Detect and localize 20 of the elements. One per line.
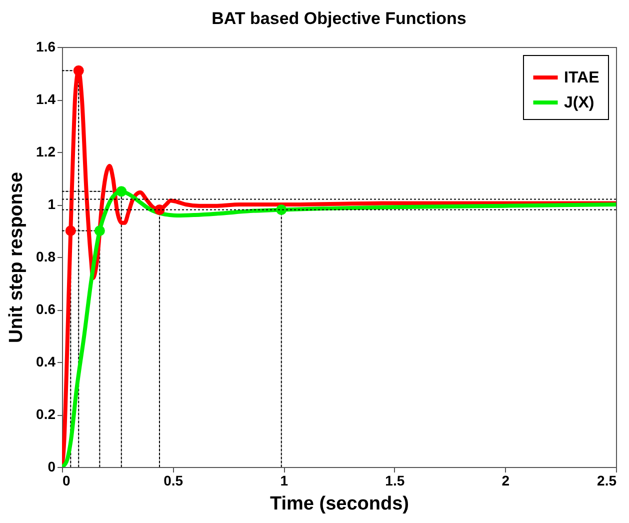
- y-tick-label: 0.2: [36, 406, 56, 422]
- x-tick-label: 1.5: [385, 472, 405, 488]
- x-tick-label: 1: [280, 472, 288, 488]
- y-tick-label: 0.8: [36, 248, 56, 264]
- x-tick-label: 0: [62, 472, 70, 488]
- y-tick-label: 1: [48, 196, 56, 212]
- y-axis-title: Unit step response: [6, 172, 28, 344]
- x-tick-label: 2.5: [597, 472, 617, 488]
- y-tick-label: 0.4: [36, 354, 56, 370]
- y-tick-label: 1.6: [36, 38, 56, 54]
- legend-label: J(X): [564, 94, 594, 112]
- y-tick-label: 1.4: [36, 91, 56, 107]
- chart-title: BAT based Objective Functions: [212, 9, 466, 28]
- y-tick-label: 0: [48, 458, 56, 474]
- x-axis-title: Time (seconds): [270, 494, 410, 514]
- x-tick-label: 0.5: [164, 472, 184, 488]
- legend-label: ITAE: [564, 70, 600, 86]
- y-tick-label: 1.2: [36, 144, 56, 160]
- x-tick-label: 2: [502, 472, 510, 488]
- y-tick-label: 0.6: [36, 301, 56, 317]
